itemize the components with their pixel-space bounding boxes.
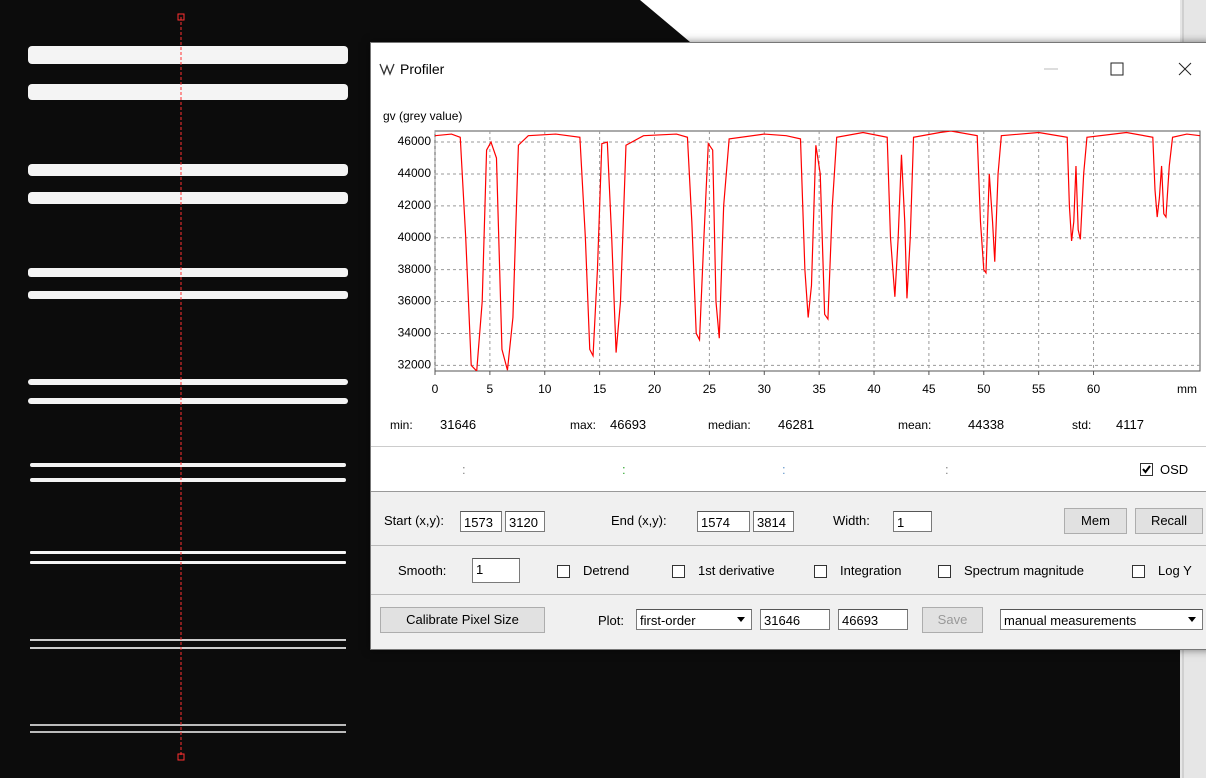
x-unit-label: mm	[1177, 382, 1197, 396]
recall-button[interactable]: Recall	[1135, 508, 1203, 534]
osd-field: :	[782, 462, 786, 477]
start-label: Start (x,y):	[384, 513, 444, 528]
osd-field: :	[945, 462, 949, 477]
x-tick-label: 50	[977, 382, 991, 396]
option-checkbox[interactable]	[557, 565, 570, 578]
option-label: Spectrum magnitude	[964, 563, 1084, 578]
stat-label: std:	[1072, 418, 1091, 432]
y-tick-label: 32000	[398, 358, 432, 372]
option-checkbox[interactable]	[672, 565, 685, 578]
x-tick-label: 55	[1032, 382, 1046, 396]
maximize[interactable]	[1111, 63, 1123, 75]
check-mark	[1141, 464, 1152, 475]
end-label: End (x,y):	[611, 513, 667, 528]
option-label: 1st derivative	[698, 563, 775, 578]
osd-field: :	[462, 462, 466, 477]
start-x[interactable]: 1573	[460, 511, 502, 532]
plot-max[interactable]: 46693	[838, 609, 908, 630]
x-tick-label: 30	[758, 382, 772, 396]
check-mark	[1143, 466, 1150, 472]
separator	[371, 594, 1206, 595]
x-tick-label: 40	[867, 382, 881, 396]
width-input[interactable]: 1	[893, 511, 932, 532]
smooth-input[interactable]: 1	[472, 558, 520, 583]
profile-chart: gv (grey value) 32000 34000 36000 38000 4000…	[370, 95, 1206, 405]
y-tick-label: 40000	[398, 230, 432, 244]
option-label: Detrend	[583, 563, 629, 578]
y-tick-label: 34000	[398, 326, 432, 340]
osd-checkbox[interactable]	[1140, 463, 1153, 476]
separator	[371, 491, 1206, 492]
x-tick-label: 15	[593, 382, 607, 396]
end-x[interactable]: 1574	[697, 511, 750, 532]
calibrate-button[interactable]: Calibrate Pixel Size	[380, 607, 545, 633]
width-label: Width:	[833, 513, 870, 528]
save-button[interactable]: Save	[922, 607, 983, 633]
osd-field: :	[622, 462, 626, 477]
start-y[interactable]: 3120	[505, 511, 545, 532]
window-controls	[1030, 55, 1206, 83]
y-tick-label: 44000	[398, 166, 432, 180]
plot-area	[435, 131, 1200, 371]
x-tick-label: 20	[648, 382, 662, 396]
stat-label: max:	[570, 418, 596, 432]
plot-min[interactable]: 31646	[760, 609, 830, 630]
y-tick-label: 36000	[398, 294, 432, 308]
option-label: Integration	[840, 563, 901, 578]
desktop-area	[640, 0, 1180, 42]
mem-button[interactable]: Mem	[1064, 508, 1127, 534]
stat-label: min:	[390, 418, 413, 432]
end-y[interactable]: 3814	[753, 511, 794, 532]
dropdown-arrow	[1184, 611, 1201, 628]
stat-value: 4117	[1116, 417, 1144, 432]
stat-value: 44338	[968, 417, 1004, 432]
smooth-label: Smooth:	[398, 563, 446, 578]
separator	[371, 545, 1206, 546]
x-tick-label: 0	[432, 382, 439, 396]
close[interactable]	[1179, 63, 1191, 75]
x-tick-label: 10	[538, 382, 552, 396]
option-checkbox[interactable]	[1132, 565, 1145, 578]
window-title: Profiler	[400, 61, 444, 77]
bar-pattern	[28, 46, 348, 733]
stat-value: 31646	[440, 417, 476, 432]
y-tick-label: 46000	[398, 134, 432, 148]
y-tick-label: 38000	[398, 262, 432, 276]
app-icon	[378, 60, 398, 78]
dropdown-arrow	[733, 611, 750, 628]
x-tick-label: 35	[812, 382, 826, 396]
x-tick-label: 60	[1087, 382, 1101, 396]
measurements-select[interactable]: manual measurements	[1000, 609, 1203, 630]
stat-label: median:	[708, 418, 751, 432]
x-tick-label: 5	[487, 382, 494, 396]
option-checkbox[interactable]	[814, 565, 827, 578]
x-tick-label: 25	[703, 382, 717, 396]
separator	[371, 446, 1206, 447]
stat-value: 46693	[610, 417, 646, 432]
stat-label: mean:	[898, 418, 931, 432]
y-axis-label: gv (grey value)	[383, 109, 462, 123]
plot-label: Plot:	[598, 613, 624, 628]
option-checkbox[interactable]	[938, 565, 951, 578]
y-tick-label: 42000	[398, 198, 432, 212]
x-tick-label: 45	[922, 382, 936, 396]
option-label: Log Y	[1158, 563, 1192, 578]
osd-label: OSD	[1160, 462, 1188, 477]
screen: Profiler gv (grey value) 32000 34000 36000…	[0, 0, 1206, 778]
stat-value: 46281	[778, 417, 814, 432]
